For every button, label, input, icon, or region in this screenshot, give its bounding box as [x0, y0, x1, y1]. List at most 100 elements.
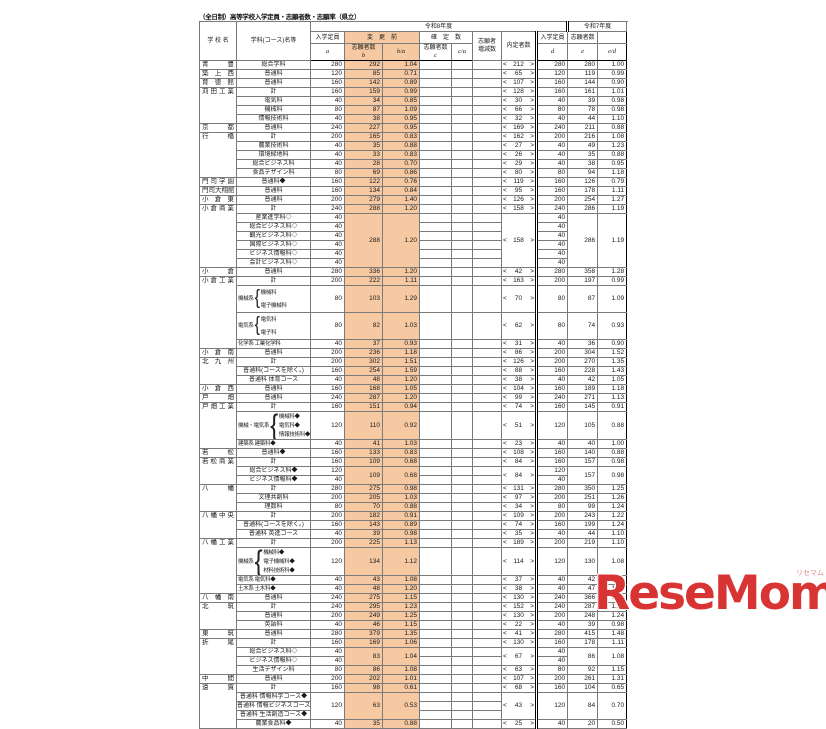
blank-cell	[472, 493, 502, 503]
value-cell: 243	[567, 511, 599, 521]
blank-cell	[472, 547, 502, 576]
table-row: 普通科(コースを除く。) 160 143 0.89 <74 >160 199 1.24	[200, 520, 628, 530]
table-row: 若松商業計 160 109 0.68 <84 >160 157 0.98	[199, 457, 628, 485]
dept-cell: 普通科	[236, 186, 311, 196]
value-cell: 40	[534, 141, 569, 151]
value-cell: 80	[310, 502, 345, 512]
value-cell: 1.11	[597, 186, 628, 196]
value-cell: 0.88	[597, 411, 628, 440]
naitei-cell: <88 >	[501, 366, 537, 376]
naitei-cell: <23 >	[501, 439, 537, 449]
value-cell: 1.08	[382, 665, 420, 675]
value-cell: 40	[534, 159, 569, 169]
dept-cell: 普通科 体育コース	[236, 375, 311, 385]
value-cell: 38	[344, 114, 383, 124]
blank-cell	[419, 511, 452, 521]
blank-cell	[419, 168, 452, 178]
blank-cell	[419, 439, 452, 449]
school-name-cell: 若松	[199, 448, 237, 458]
school-name-cell: 八幡南	[199, 593, 237, 603]
value-cell: 200	[534, 357, 569, 367]
dept-cell: 普通科◆	[236, 177, 311, 187]
value-cell: 120	[534, 547, 569, 576]
blank-cell	[472, 348, 502, 358]
blank-cell	[419, 222, 452, 232]
value-cell: 0.89	[382, 520, 420, 530]
value-cell: 134	[344, 186, 383, 196]
value-cell: 0.88	[382, 141, 420, 151]
value-cell: 0.95	[597, 159, 628, 169]
dept-cell: 計	[236, 204, 311, 214]
value-cell: 0.94	[382, 402, 420, 412]
value-cell: 40	[310, 439, 345, 449]
value-cell: 94	[567, 168, 599, 178]
dept-cell: 総合ビジネス科◇	[236, 647, 311, 657]
dept-cell: 農業食品科◆	[236, 719, 311, 729]
value-cell: 78	[567, 105, 599, 115]
value-cell: 200	[310, 493, 345, 503]
header-cell: b/a	[382, 43, 420, 61]
dept-cell: 計	[236, 484, 311, 494]
value-cell: 40	[310, 475, 345, 485]
blank-cell	[419, 213, 452, 223]
blank-cell	[451, 538, 473, 548]
naitei-cell: <130 >	[501, 638, 537, 648]
blank-cell	[472, 520, 502, 530]
value-cell: 227	[344, 123, 383, 133]
value-cell: 1.43	[597, 366, 628, 376]
value-cell: 160	[534, 448, 569, 458]
value-cell: 120	[310, 466, 345, 476]
table-row: 東筑普通科 280 379 1.35 <41 >280 415 1.48	[199, 629, 628, 639]
table-row: 機械系{機械科◆ 電子機械科◆ 材料技術科◆ 120 134 1.12 <114 >120 13…	[200, 547, 628, 576]
naitei-cell: <26 >	[501, 150, 537, 160]
blank-cell	[419, 312, 452, 340]
dept-cell: 計	[236, 511, 311, 521]
school-name-cell: 小倉南	[199, 348, 237, 358]
blank-cell	[472, 402, 502, 412]
value-cell: 1.00	[597, 60, 628, 70]
dept-cell: 食品デザイン科	[236, 168, 311, 178]
naitei-cell: <152 >	[501, 602, 537, 612]
value-cell: 1.59	[382, 366, 420, 376]
blank-cell	[472, 647, 502, 657]
table-row: 産業進学科◇ 40 288 1.20 <158 >40 286 1.19	[200, 213, 628, 268]
blank-cell	[419, 258, 452, 268]
value-cell: 120	[534, 692, 569, 720]
table-row: 戸畑普通科 240 287 1.20 <99 >240 271 1.13	[199, 393, 628, 403]
value-cell: 178	[567, 638, 599, 648]
value-cell: 200	[310, 132, 345, 142]
value-cell: 0.90	[597, 339, 628, 349]
blank-cell	[419, 357, 452, 367]
header-cell: e	[567, 43, 599, 61]
blank-cell	[472, 249, 502, 259]
blank-cell	[451, 150, 473, 160]
value-cell: 280	[310, 267, 345, 277]
value-cell: 98	[344, 683, 383, 693]
blank-cell	[451, 710, 473, 720]
blank-cell	[451, 439, 473, 449]
school-name-cell: 中間	[199, 674, 237, 684]
value-cell: 160	[534, 638, 569, 648]
blank-cell	[472, 584, 502, 594]
value-cell: 48	[344, 584, 383, 594]
value-cell: 40	[534, 114, 569, 124]
naitei-cell: <130 >	[501, 611, 537, 621]
value-cell: 1.04	[382, 647, 420, 666]
blank-cell	[419, 719, 452, 729]
table-row: 築上西普通科 120 85 0.71 <65 >120 119 0.99	[199, 69, 628, 79]
blank-cell	[419, 538, 452, 548]
table-row: 普通科(コースを除く。) 160 254 1.59 <88 >160 228 1.43	[200, 366, 628, 376]
table-row: 文理共創科 200 205 1.03 <97 >200 251 1.26	[200, 493, 628, 503]
value-cell: 295	[344, 602, 383, 612]
value-cell: 1.09	[382, 105, 420, 115]
value-cell: 0.61	[382, 683, 420, 693]
header-cell: 志願者数 b	[344, 43, 383, 61]
value-cell: 82	[344, 312, 383, 340]
school-name-cell: 青豊	[199, 60, 237, 70]
dept-cell: 文理共創科	[236, 493, 311, 503]
table-row: 遠賀計 160 98 0.61 <68 >160 104 0.65	[199, 683, 628, 729]
naitei-cell: <43 >	[501, 692, 537, 720]
naitei-cell: <108 >	[501, 448, 537, 458]
table-row: 門司大翔館普通科 160 134 0.84 <95 >160 178 1.11	[199, 186, 628, 196]
value-cell: 1.05	[382, 384, 420, 394]
